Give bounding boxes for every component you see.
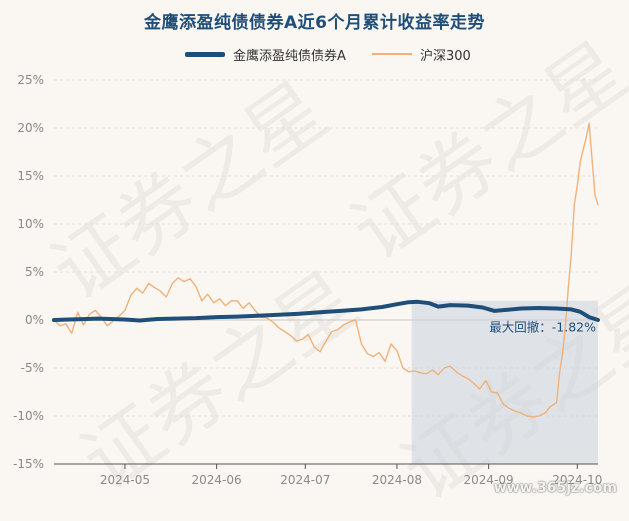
y-tick-label: -10% (13, 409, 44, 423)
legend-label-fund: 金鹰添盈纯债债券A (233, 48, 346, 64)
line-chart: 25%20%15%10%5%0%-5%-10%-15% 2024-05 2024-… (13, 73, 602, 487)
y-tick-label: -5% (21, 361, 44, 375)
legend-label-index: 沪深300 (420, 48, 471, 64)
x-axis: 2024-05 2024-06 2024-07 2024-08 2024-09 2024-… (54, 463, 602, 487)
legend-swatch-index (372, 53, 412, 55)
x-tick-label: 2024-09 (464, 473, 514, 487)
y-tick-label: 15% (17, 169, 44, 183)
x-tick-label: 2024-07 (280, 473, 330, 487)
site-watermark: www.365jz.com (493, 480, 617, 496)
legend-item-index[interactable]: 沪深300 (372, 44, 471, 64)
y-axis: 25% 20% 15% 10% 5% 0% -5% -10% -15% (13, 73, 44, 471)
drawdown-region (411, 300, 598, 464)
max-drawdown-area (411, 300, 598, 464)
x-tick-label: 2024-06 (192, 473, 242, 487)
fund-return-line (52, 299, 600, 323)
y-tick-label: 25% (17, 73, 44, 87)
x-tick-label: 2024-10 (552, 473, 602, 487)
legend-item-fund[interactable]: 金鹰添盈纯债债券A (185, 44, 346, 64)
y-tick-label: -15% (13, 457, 44, 471)
x-tick-label: 2024-08 (372, 473, 422, 487)
legend-swatch-fund (185, 51, 225, 57)
y-tick-label: 10% (17, 217, 44, 231)
annotations: 最大回撤：-1.82% (489, 320, 596, 335)
x-tick-label: 2024-05 (100, 473, 150, 487)
y-tick-label: 0% (25, 313, 44, 327)
chart-title: 金鹰添盈纯债债券A近6个月累计收益率走势 (144, 13, 485, 33)
chart-container: 证券之星 证券之星 证券之星 证券之星 25%20%15%10%5%0%-5%-… (0, 13, 629, 518)
max-drawdown-label: 最大回撤：-1.82% (489, 320, 596, 335)
series-lines (52, 122, 600, 418)
legend: 金鹰添盈纯债债券A 沪深300 (0, 44, 629, 64)
y-tick-label: 20% (17, 121, 44, 135)
y-tick-label: 5% (25, 265, 44, 279)
csi300-return-line (53, 122, 599, 418)
